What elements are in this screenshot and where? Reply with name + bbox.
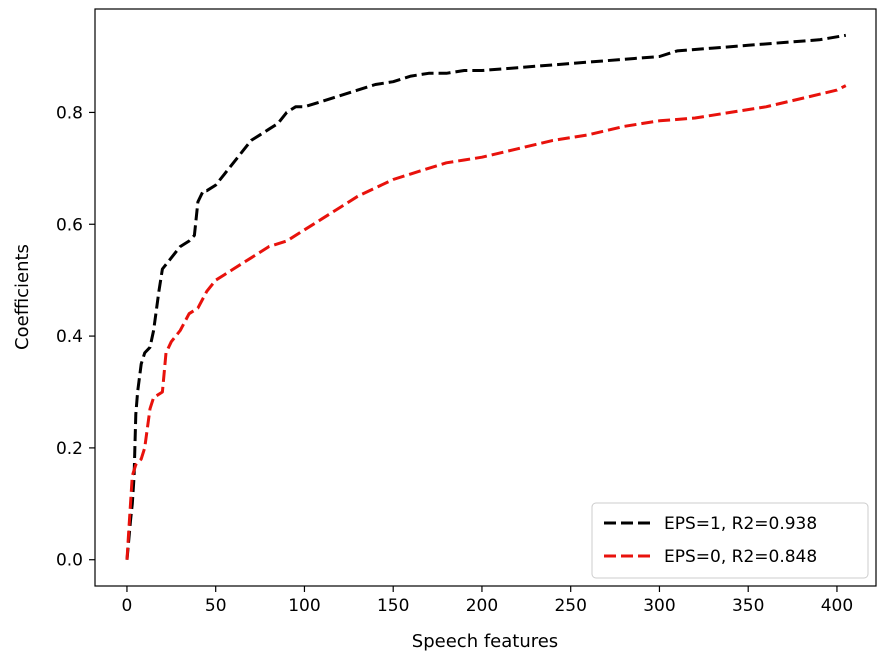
series-line-0 (125, 33, 847, 560)
legend-label-eps1: EPS=1, R2=0.938 (664, 514, 817, 534)
x-tick-label: 150 (377, 596, 409, 616)
y-tick-label: 0.8 (56, 103, 83, 123)
series-line-1 (125, 84, 847, 560)
x-axis-label: Speech features (412, 631, 558, 652)
plot-lines (125, 33, 847, 560)
y-tick-label: 0.2 (56, 439, 83, 459)
x-tick-label: 200 (466, 596, 498, 616)
legend-label-eps0: EPS=0, R2=0.848 (664, 547, 817, 567)
plot-frame (94, 8, 877, 587)
x-tick-label: 350 (732, 596, 764, 616)
legend: EPS=1, R2=0.938 EPS=0, R2=0.848 (591, 502, 869, 579)
legend-box (591, 502, 869, 579)
y-tick-label: 0.6 (56, 215, 83, 235)
x-tick-label: 50 (205, 596, 227, 616)
x-tick-label: 400 (821, 596, 853, 616)
x-tick-label: 300 (643, 596, 675, 616)
y-tick-label: 0.4 (56, 327, 83, 347)
x-tick-label: 250 (554, 596, 586, 616)
x-tick-label: 100 (288, 596, 320, 616)
y-axis-label: Coefficients (12, 244, 33, 350)
y-axis: 0.0 0.2 0.4 0.6 0.8 (56, 103, 95, 571)
x-tick-label: 0 (122, 596, 133, 616)
x-axis: 0 50 100 150 200 250 300 350 400 (122, 586, 853, 616)
y-tick-label: 0.0 (56, 551, 83, 571)
